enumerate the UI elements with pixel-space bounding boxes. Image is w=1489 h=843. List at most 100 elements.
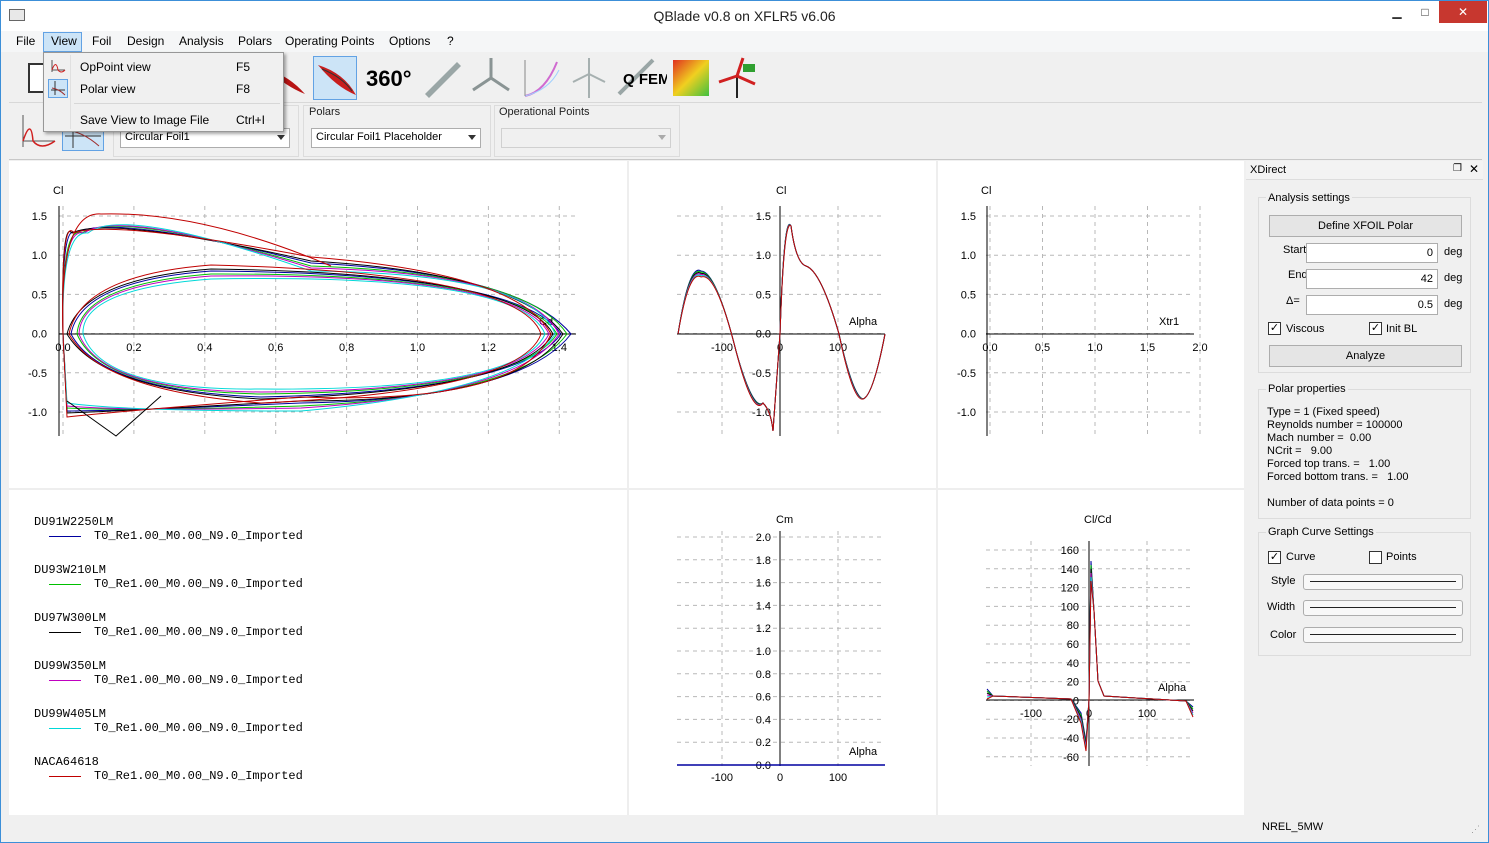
chevron-down-icon <box>468 135 476 140</box>
points-checkbox[interactable] <box>1369 551 1382 564</box>
menu-options[interactable]: Options <box>389 34 431 48</box>
cl-alpha-curve <box>677 224 886 432</box>
y-tick-label: 1.0 <box>961 250 976 262</box>
polar-chart-icon[interactable] <box>519 56 563 100</box>
style-selector[interactable] <box>1303 574 1463 590</box>
menu-item-save-view-image[interactable]: Save View to Image File Ctrl+I <box>45 109 283 130</box>
polar-prop-reynolds: Reynolds number = 100000 <box>1267 419 1403 431</box>
graph-clcd-alpha[interactable]: Cl/Cd Alpha 160 140 120 100 80 60 40 20 0 -20 -40 -60… <box>986 514 1194 766</box>
blade-icon[interactable] <box>419 56 463 100</box>
oppoints-group <box>494 105 680 157</box>
oppoints-select[interactable] <box>501 128 671 148</box>
y-tick-label: 100 <box>1061 601 1079 613</box>
y-tick-label: 140 <box>1061 564 1079 576</box>
width-selector[interactable] <box>1303 600 1463 616</box>
menu-file[interactable]: File <box>16 34 36 48</box>
x-axis-label: Alpha <box>849 316 878 328</box>
app-icon <box>9 9 25 21</box>
y-axis-label: Cm <box>776 514 793 526</box>
xdirect-panel: XDirect ❐ ✕ Analysis settings Define XFO… <box>1246 161 1483 815</box>
y-axis-label: Cl <box>981 185 991 197</box>
menu-polars[interactable]: Polars <box>238 34 273 48</box>
y-tick-label: 1.4 <box>756 600 771 612</box>
y-tick-label: 0.4 <box>756 714 771 726</box>
polar-prop-bottom-trans: Forced bottom trans. = 1.00 <box>1267 471 1409 483</box>
y-tick-label: 1.0 <box>32 250 47 262</box>
resize-grip-icon[interactable]: ⋰ <box>1471 824 1480 834</box>
delta-unit: deg <box>1444 298 1463 310</box>
x-tick-label: 2.0 <box>1192 342 1207 354</box>
viscous-checkbox[interactable]: ✓ <box>1268 322 1281 335</box>
legend-line-swatch <box>49 536 81 537</box>
graph-cl-xtr[interactable]: Cl Xtr1 1.5 1.0 0.5 0.0 -0.5 -1.0 0.0 0.5 1.0 1.5 2.… <box>957 185 1208 436</box>
legend-polar-name: T0_Re1.00_M0.00_N9.0_Imported <box>94 673 303 687</box>
view-menu-highlight <box>43 32 82 52</box>
x-tick-label: 1.4 <box>552 342 567 354</box>
x-tick-label: 100 <box>1138 708 1156 720</box>
width-label: Width <box>1267 601 1296 613</box>
oppoint-view-icon[interactable] <box>19 111 57 151</box>
cl-alpha-curve <box>677 224 886 432</box>
menu-item-polar-view[interactable]: Polar view F8 <box>45 78 283 99</box>
y-tick-label: 1.2 <box>756 623 771 635</box>
legend-polar-name: T0_Re1.00_M0.00_N9.0_Imported <box>94 625 303 639</box>
start-input[interactable]: 0 <box>1306 243 1438 263</box>
viscous-label: Viscous <box>1286 323 1325 335</box>
define-xfoil-polar-button[interactable]: Define XFOIL Polar <box>1269 215 1462 237</box>
cl-cd-curve <box>62 213 332 335</box>
analyze-button[interactable]: Analyze <box>1269 345 1462 367</box>
y-tick-label: 0.0 <box>756 329 771 341</box>
curve-checkbox[interactable]: ✓ <box>1268 551 1281 564</box>
heatmap-icon[interactable] <box>669 56 713 100</box>
wind-turbine-red-icon[interactable] <box>717 56 761 100</box>
menu-analysis[interactable]: Analysis <box>179 34 224 48</box>
menu-item-polar-view-label: Polar view <box>80 82 136 96</box>
xfoil-direct-icon[interactable] <box>313 56 357 100</box>
menu-item-save-view-image-label: Save View to Image File <box>80 113 210 127</box>
end-input[interactable]: 42 <box>1306 269 1438 289</box>
y-tick-label: 0.0 <box>756 760 771 772</box>
points-label: Points <box>1386 551 1417 563</box>
menu-design[interactable]: Design <box>127 34 165 48</box>
polars-group <box>303 105 491 157</box>
delta-input[interactable]: 0.5 <box>1306 295 1438 315</box>
init-bl-checkbox[interactable]: ✓ <box>1369 322 1382 335</box>
rotor-hawt-icon[interactable] <box>469 56 513 100</box>
menu-item-polar-view-shortcut: F8 <box>236 82 251 96</box>
x-axis-label: Alpha <box>849 746 878 758</box>
polars-select[interactable]: Circular Foil1 Placeholder <box>311 128 481 148</box>
minimize-button[interactable]: ▁ <box>1392 5 1402 19</box>
qfem-icon[interactable]: Q FEM <box>617 56 671 100</box>
graph-curve-settings-label: Graph Curve Settings <box>1266 526 1376 538</box>
float-icon[interactable]: ❐ <box>1453 163 1462 174</box>
menu-foil[interactable]: Foil <box>92 34 112 48</box>
turbine-icon[interactable] <box>567 56 611 100</box>
dropdown-icon-gutter <box>70 55 71 129</box>
menu-item-oppoint-view[interactable]: OpPoint view F5 <box>45 56 283 77</box>
menu-help[interactable]: ? <box>447 34 454 48</box>
x-tick-label: 1.2 <box>481 342 496 354</box>
menu-view[interactable]: View <box>51 34 77 48</box>
graph-cm-alpha[interactable]: Cm Alpha 2.0 1.8 1.6 1.4 1.2 1.0 0.8 0.6 0.4 0.2 0.0… <box>677 514 885 784</box>
color-selector[interactable] <box>1303 627 1463 643</box>
qfem-label: Q FEM <box>623 71 667 88</box>
menu-operating-points[interactable]: Operating Points <box>285 34 375 48</box>
close-button[interactable]: ✕ <box>1439 1 1487 23</box>
close-icon[interactable]: ✕ <box>1469 162 1480 176</box>
chevron-down-icon <box>277 135 285 140</box>
y-axis-label: Cl/Cd <box>1084 514 1112 526</box>
legend-foil-name: DU99W405LM <box>34 707 107 721</box>
y-tick-label: 40 <box>1067 658 1079 670</box>
extrapolation-360-icon[interactable]: 360° <box>363 56 412 100</box>
legend-foil-name: DU99W350LM <box>34 659 107 673</box>
oppoint-view-icon <box>51 60 66 73</box>
cl-alpha-curve <box>677 224 886 432</box>
title-bar: QBlade v0.8 on XFLR5 v6.06 ▁ □ ✕ <box>1 1 1488 31</box>
polar-prop-ncrit: NCrit = 9.00 <box>1267 445 1333 457</box>
menu-separator <box>74 103 280 104</box>
maximize-button[interactable]: □ <box>1421 5 1429 19</box>
legend-line-swatch <box>49 632 81 633</box>
